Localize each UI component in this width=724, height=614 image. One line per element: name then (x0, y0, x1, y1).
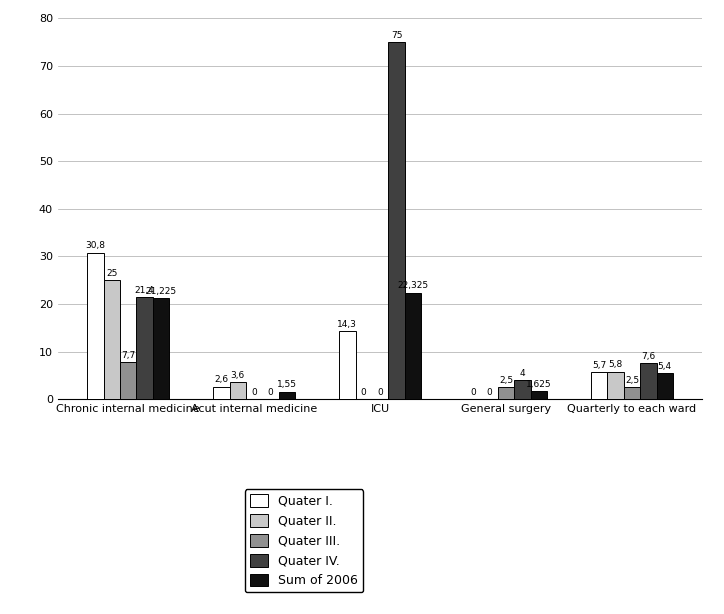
Text: 30,8: 30,8 (85, 241, 106, 250)
Text: 0: 0 (487, 387, 492, 397)
Text: 2,5: 2,5 (499, 376, 513, 385)
Text: 14,3: 14,3 (337, 320, 357, 328)
Text: 0: 0 (251, 387, 257, 397)
Bar (213, 387, 230, 399)
Bar (405, 293, 421, 399)
Bar (624, 387, 640, 399)
Text: 4: 4 (520, 368, 526, 378)
Text: 0: 0 (471, 387, 476, 397)
Bar (531, 391, 547, 399)
Text: 21,4: 21,4 (135, 286, 154, 295)
Bar (591, 372, 607, 399)
Text: 0: 0 (361, 387, 366, 397)
Bar (136, 297, 153, 399)
Text: 21,225: 21,225 (146, 287, 177, 296)
Text: 0: 0 (377, 387, 383, 397)
Bar (104, 280, 120, 399)
Bar (498, 387, 514, 399)
Text: 2,6: 2,6 (214, 375, 229, 384)
Bar (120, 362, 136, 399)
Bar (640, 363, 657, 399)
Text: 25: 25 (106, 269, 117, 278)
Bar (657, 373, 673, 399)
Text: 7,7: 7,7 (121, 351, 135, 360)
Bar (279, 392, 295, 399)
Bar (514, 380, 531, 399)
Text: 1,55: 1,55 (277, 380, 297, 389)
Text: 7,6: 7,6 (641, 352, 655, 360)
Bar (230, 382, 246, 399)
Text: 2,5: 2,5 (625, 376, 639, 385)
Text: 5,8: 5,8 (609, 360, 623, 369)
Text: 22,325: 22,325 (397, 281, 429, 290)
Text: 5,7: 5,7 (592, 360, 607, 370)
Bar (339, 331, 355, 399)
Text: 3,6: 3,6 (231, 371, 245, 379)
Bar (388, 42, 405, 399)
Legend: Quater I., Quater II., Quater III., Quater IV., Sum of 2006: Quater I., Quater II., Quater III., Quat… (245, 489, 363, 593)
Text: 5,4: 5,4 (657, 362, 672, 371)
Text: 1,625: 1,625 (526, 380, 552, 389)
Text: 75: 75 (391, 31, 403, 40)
Text: 0: 0 (268, 387, 274, 397)
Bar (607, 371, 624, 399)
Bar (87, 252, 104, 399)
Bar (153, 298, 169, 399)
